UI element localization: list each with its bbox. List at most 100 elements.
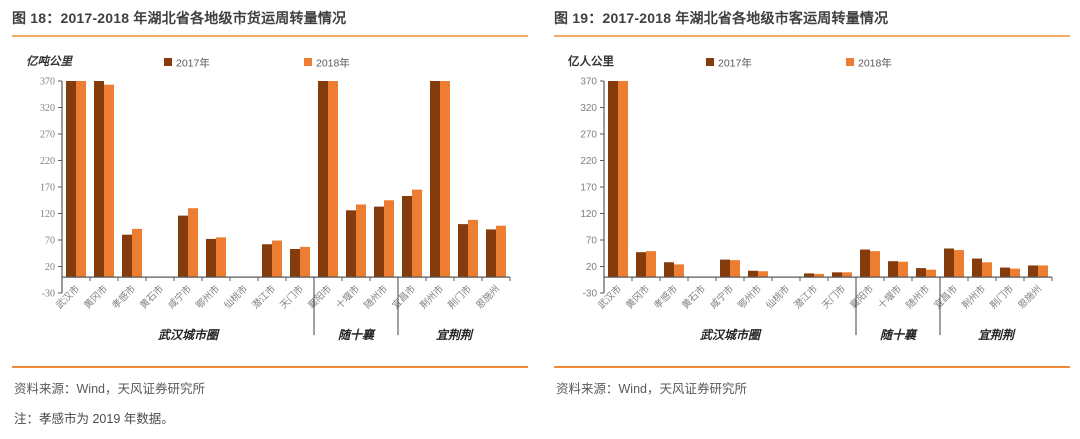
bar-2018年-襄阳市 <box>870 251 880 278</box>
figure-19-footer-divider <box>554 366 1070 368</box>
y-tick-label: 220 <box>40 156 55 167</box>
bar-2018年-黄冈市 <box>104 84 114 278</box>
bar-2017年-荆门市 <box>1000 267 1010 278</box>
bar-2017年-咸宁市 <box>178 215 188 278</box>
bar-2018年-荆州市 <box>440 81 450 278</box>
bar-2017年-孝感市 <box>122 234 132 278</box>
bar-2018年-鄂州市 <box>216 237 226 278</box>
bar-2018年-襄阳市 <box>328 81 338 278</box>
x-category-label: 十堰市 <box>333 282 362 311</box>
figure-19-panel: 图 19：2017-2018 年湖北省各地级市客运周转量情况 亿人公里 2017年… <box>554 0 1070 439</box>
figure-18-source: 资料来源：Wind，天风证券研究所 <box>14 382 205 396</box>
bar-2018年-武汉市 <box>76 81 86 278</box>
x-category-label: 荆州市 <box>417 282 446 311</box>
x-category-label: 潜江市 <box>791 282 820 311</box>
legend-swatch-2018年 <box>304 58 312 66</box>
x-category-label: 随州市 <box>361 282 390 311</box>
y-tick-label: 120 <box>40 209 55 220</box>
x-category-label: 黄冈市 <box>81 282 110 311</box>
bar-2017年-武汉市 <box>66 81 76 278</box>
x-category-label: 恩施州 <box>1015 283 1044 312</box>
x-category-label: 襄阳市 <box>847 282 876 311</box>
x-category-label: 黄石市 <box>137 282 166 311</box>
x-category-label: 潜江市 <box>249 282 278 311</box>
bar-2017年-襄阳市 <box>860 249 870 278</box>
bar-2017年-黄冈市 <box>94 81 104 278</box>
x-category-label: 荆门市 <box>987 282 1016 311</box>
x-category-label: 天门市 <box>277 282 306 311</box>
x-category-label: 仙桃市 <box>763 282 792 311</box>
bar-2017年-武汉市 <box>608 81 618 278</box>
group-label-武汉城市圈: 武汉城市圈 <box>700 328 762 342</box>
bar-2018年-咸宁市 <box>188 208 198 278</box>
bar-2018年-十堰市 <box>898 261 908 278</box>
legend-swatch-2018年 <box>846 58 854 66</box>
x-category-label: 黄冈市 <box>623 282 652 311</box>
y-tick-label: 370 <box>580 77 597 88</box>
x-category-label: 宜昌市 <box>931 282 960 311</box>
y-axis-unit-label: 亿吨公里 <box>26 55 73 68</box>
bar-2018年-荆州市 <box>982 262 992 278</box>
bar-2017年-鄂州市 <box>206 238 216 278</box>
x-category-label: 咸宁市 <box>165 282 194 311</box>
legend-label-2017年: 2017年 <box>718 57 752 70</box>
legend-label-2017年: 2017年 <box>176 57 210 70</box>
y-tick-label: 70 <box>45 236 55 247</box>
legend-swatch-2017年 <box>164 58 172 66</box>
x-category-label: 武汉市 <box>595 282 624 311</box>
bar-2018年-十堰市 <box>356 204 366 278</box>
x-category-label: 孝感市 <box>651 282 680 311</box>
x-category-label: 武汉市 <box>53 282 82 311</box>
bar-2018年-潜江市 <box>272 240 282 278</box>
group-label-随十襄: 随十襄 <box>880 328 918 342</box>
figure-18-note: 注：孝感市为 2019 年数据。 <box>14 412 174 426</box>
bar-2018年-天门市 <box>300 246 310 278</box>
x-category-label: 恩施州 <box>473 283 502 312</box>
bar-2017年-十堰市 <box>888 261 898 278</box>
bar-2018年-天门市 <box>842 272 852 278</box>
bar-2017年-恩施州 <box>486 229 496 278</box>
y-tick-label: 320 <box>40 103 55 114</box>
figure-18-title-underline <box>12 35 528 37</box>
x-category-label: 仙桃市 <box>221 282 250 311</box>
bar-2017年-宜昌市 <box>944 248 954 278</box>
x-category-label: 咸宁市 <box>707 282 736 311</box>
bar-2018年-宜昌市 <box>412 189 422 278</box>
x-category-label: 天门市 <box>819 282 848 311</box>
figure-19-source: 资料来源：Wind，天风证券研究所 <box>556 382 747 396</box>
y-tick-label: 320 <box>580 103 597 114</box>
bar-2018年-恩施州 <box>1038 265 1048 278</box>
bar-2017年-随州市 <box>916 268 926 278</box>
bar-2017年-鄂州市 <box>748 270 758 278</box>
y-tick-label: 20 <box>45 262 55 273</box>
bar-2018年-孝感市 <box>132 228 142 278</box>
group-label-宜荆荆: 宜荆荆 <box>978 328 1016 342</box>
y-tick-label: 170 <box>40 183 55 194</box>
y-tick-label: 220 <box>580 156 597 167</box>
bar-2017年-孝感市 <box>664 262 674 278</box>
bar-2018年-鄂州市 <box>758 271 768 278</box>
bar-2018年-宜昌市 <box>954 250 964 278</box>
y-tick-label: 270 <box>40 130 55 141</box>
bar-2017年-潜江市 <box>804 273 814 278</box>
x-category-label: 襄阳市 <box>305 282 334 311</box>
x-category-label: 随州市 <box>903 282 932 311</box>
x-category-label: 宜昌市 <box>389 282 418 311</box>
bar-2018年-孝感市 <box>674 264 684 278</box>
y-tick-label: 70 <box>586 236 598 247</box>
bar-2017年-恩施州 <box>1028 265 1038 278</box>
x-category-label: 荆州市 <box>959 282 988 311</box>
x-category-label: 鄂州市 <box>735 282 764 311</box>
bar-2017年-襄阳市 <box>318 81 328 278</box>
bar-2018年-武汉市 <box>618 81 628 278</box>
group-label-武汉城市圈: 武汉城市圈 <box>158 328 220 342</box>
figure-18-footer-divider <box>12 366 528 368</box>
bar-2017年-天门市 <box>832 272 842 278</box>
y-axis-unit-label: 亿人公里 <box>568 54 614 68</box>
x-category-label: 鄂州市 <box>193 282 222 311</box>
x-category-label: 黄石市 <box>679 282 708 311</box>
figure-18-panel: 图 18：2017-2018 年湖北省各地级市货运周转量情况 亿吨公里 2017年… <box>12 0 528 439</box>
group-label-随十襄: 随十襄 <box>338 328 376 342</box>
